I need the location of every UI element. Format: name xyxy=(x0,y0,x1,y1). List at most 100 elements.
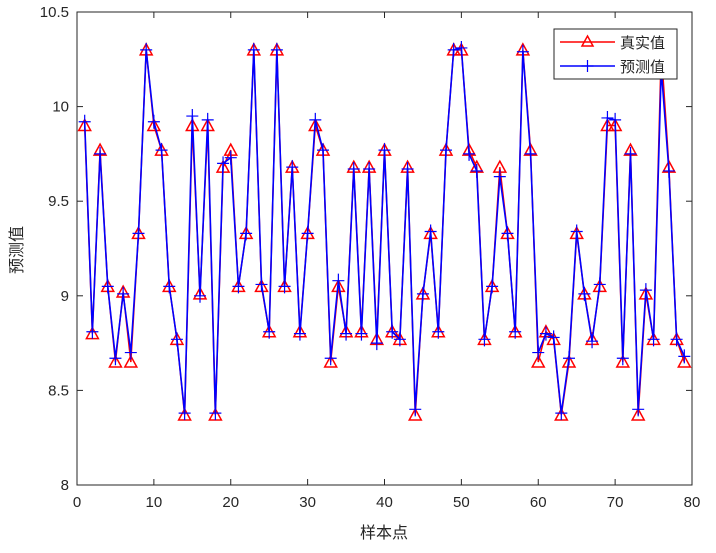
legend-triangle-marker xyxy=(580,34,595,47)
y-tick-label: 9.5 xyxy=(48,193,69,210)
plus-marker xyxy=(470,163,483,178)
plus-marker xyxy=(370,336,383,351)
triangle-marker xyxy=(677,354,692,368)
triangle-marker xyxy=(561,354,577,368)
plus-marker xyxy=(255,277,268,292)
plus-marker xyxy=(570,224,583,239)
plus-marker xyxy=(201,112,214,127)
x-tick-label: 80 xyxy=(684,494,701,511)
x-tick-label: 50 xyxy=(453,494,470,511)
plus-marker xyxy=(340,326,353,341)
plus-marker xyxy=(347,162,360,177)
plus-marker xyxy=(547,330,560,345)
plus-marker xyxy=(386,324,399,339)
plus-marker xyxy=(670,332,683,347)
plus-marker xyxy=(563,351,575,366)
x-tick-label: 10 xyxy=(146,494,163,511)
y-tick-label: 10 xyxy=(52,99,69,116)
plus-marker xyxy=(209,406,222,421)
plus-marker xyxy=(532,345,545,360)
plus-marker xyxy=(94,146,107,161)
plus-marker xyxy=(463,146,476,161)
plus-marker xyxy=(432,324,445,339)
plus-marker xyxy=(424,224,437,239)
plus-marker xyxy=(147,114,160,129)
plus-marker xyxy=(501,226,514,241)
x-tick-label: 70 xyxy=(607,494,624,511)
plus-marker xyxy=(278,279,291,294)
y-tick-label: 10.5 xyxy=(40,4,69,21)
plus-marker xyxy=(232,279,245,294)
legend: 真实值 预测值 xyxy=(553,28,678,80)
x-tick-label: 40 xyxy=(376,494,393,511)
plus-marker xyxy=(178,406,191,421)
plus-marker xyxy=(124,345,137,360)
x-tick-label: 60 xyxy=(530,494,547,511)
plus-marker xyxy=(355,326,368,341)
plus-marker xyxy=(632,402,645,417)
x-axis-label: 样本点 xyxy=(360,523,408,542)
triangle-marker xyxy=(331,278,346,293)
x-tick-label: 0 xyxy=(73,494,81,511)
triangle-marker xyxy=(630,407,646,421)
plus-marker xyxy=(409,402,422,417)
plus-marker xyxy=(247,42,260,57)
plot-area xyxy=(76,11,693,486)
plus-marker xyxy=(378,143,391,158)
x-tick-label: 30 xyxy=(299,494,316,511)
plus-marker xyxy=(132,226,145,241)
plus-marker xyxy=(516,44,529,59)
legend-label-pred: 预测值 xyxy=(620,58,665,76)
triangle-marker xyxy=(530,354,546,368)
plus-marker xyxy=(440,143,452,158)
plus-marker xyxy=(140,42,153,57)
plus-marker xyxy=(324,351,337,366)
plus-marker xyxy=(401,162,414,177)
plus-marker xyxy=(78,114,91,129)
plus-marker xyxy=(578,286,591,301)
plus-marker xyxy=(309,112,322,127)
plus-marker xyxy=(101,279,114,294)
plus-marker xyxy=(393,332,406,347)
legend-box xyxy=(553,28,678,80)
plus-marker xyxy=(86,324,99,339)
plus-marker xyxy=(455,40,468,55)
plus-marker xyxy=(363,162,376,177)
plus-marker xyxy=(486,279,499,294)
plus-marker xyxy=(586,334,599,349)
plus-marker xyxy=(662,163,675,178)
plus-marker xyxy=(217,156,230,171)
triangle-marker xyxy=(323,354,338,368)
plus-marker xyxy=(301,226,314,241)
triangle-marker xyxy=(146,117,162,132)
plus-marker xyxy=(493,169,506,184)
plus-marker xyxy=(117,286,130,301)
plus-marker xyxy=(163,279,176,294)
y-axis-label: 预测值 xyxy=(7,226,26,274)
plus-marker xyxy=(678,349,691,364)
plus-marker xyxy=(478,332,491,347)
plus-marker xyxy=(155,143,168,158)
plus-marker xyxy=(293,326,306,341)
plus-marker xyxy=(609,112,622,127)
plus-marker xyxy=(524,146,537,161)
x-tick-label: 20 xyxy=(222,494,239,511)
plus-marker xyxy=(416,286,429,301)
plus-marker xyxy=(224,150,237,165)
plus-marker xyxy=(186,109,199,124)
plus-marker xyxy=(317,143,329,158)
plus-marker xyxy=(332,273,345,288)
legend-label-true: 真实值 xyxy=(620,34,665,52)
triangle-marker xyxy=(615,354,631,368)
plus-marker xyxy=(447,42,460,57)
plus-marker xyxy=(286,160,299,175)
plus-marker xyxy=(263,324,276,339)
plus-marker xyxy=(647,332,660,347)
y-tick-label: 9 xyxy=(61,288,69,305)
plus-marker xyxy=(109,351,122,366)
triangle-marker xyxy=(123,354,139,368)
plus-marker xyxy=(593,277,606,292)
plus-marker xyxy=(539,326,552,341)
y-tick-label: 8.5 xyxy=(48,382,69,399)
